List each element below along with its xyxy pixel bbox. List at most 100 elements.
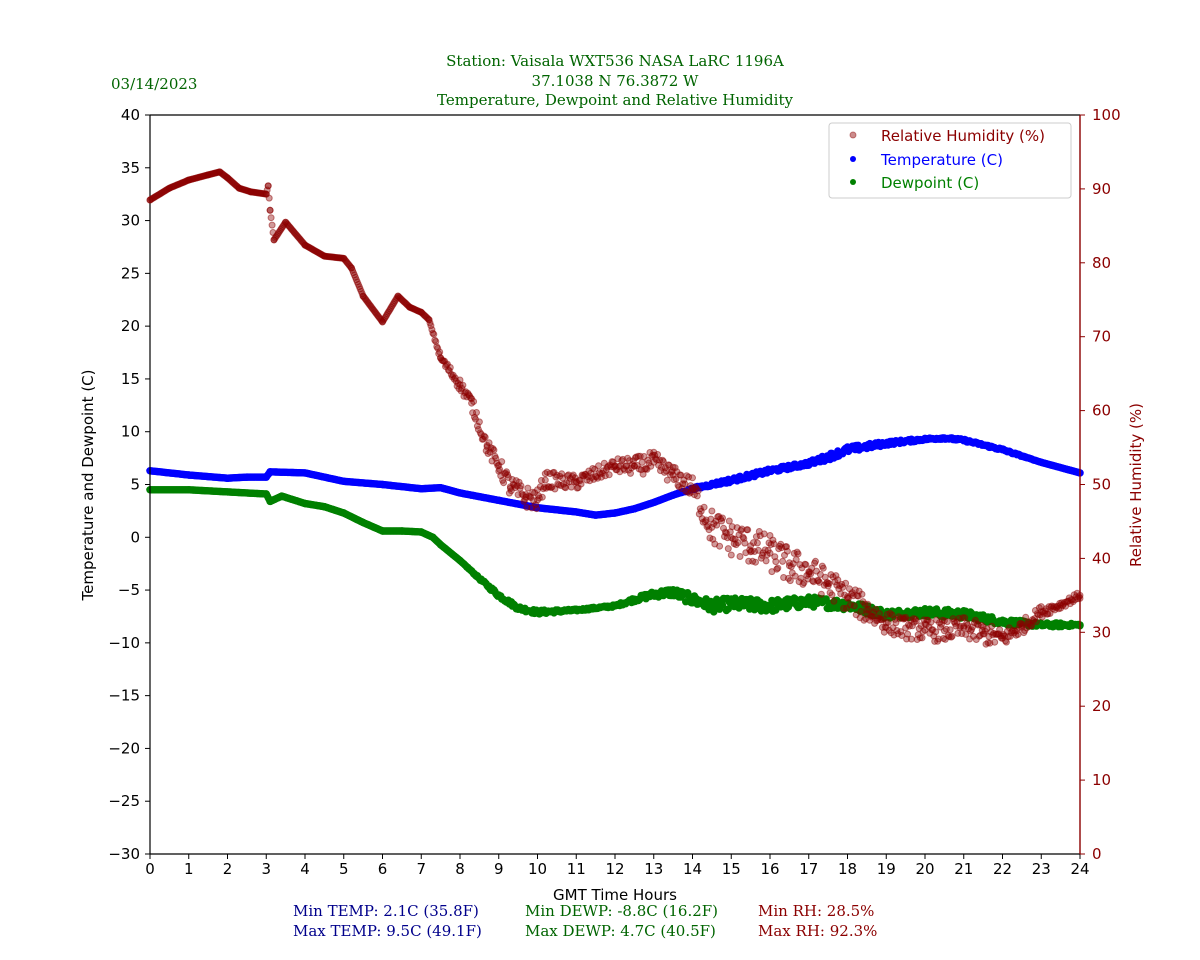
data-point: [517, 482, 525, 490]
data-point: [857, 607, 865, 615]
data-point: [146, 196, 154, 204]
data-point: [456, 376, 464, 384]
x-tick-label: 9: [494, 860, 504, 878]
data-point: [565, 471, 572, 479]
rh-series: [146, 168, 1084, 648]
x-tick-label: 12: [605, 860, 624, 878]
data-point: [490, 446, 498, 454]
data-point: [747, 542, 755, 550]
data-point: [665, 461, 673, 469]
data-point: [609, 458, 617, 466]
x-tick-label: 21: [954, 860, 973, 878]
temperature-series: [146, 434, 1084, 519]
data-point: [766, 467, 774, 475]
data-point: [772, 558, 780, 566]
data-point: [844, 593, 851, 601]
data-point: [669, 471, 677, 479]
data-point: [204, 171, 212, 179]
legend-box: [828, 122, 1072, 199]
data-point: [185, 471, 193, 479]
data-point: [943, 618, 951, 626]
x-tick-label: 3: [261, 860, 271, 878]
data-point: [762, 557, 770, 565]
x-tick-label: 19: [877, 860, 896, 878]
data-point: [475, 418, 483, 426]
data-point: [437, 354, 445, 362]
x-tick-label: 4: [300, 860, 310, 878]
data-point: [650, 498, 658, 507]
legend-label-rh: Relative Humidity (%): [881, 127, 1045, 145]
data-point: [876, 610, 883, 617]
data-point: [904, 630, 912, 638]
data-point: [514, 604, 522, 612]
data-point: [340, 509, 348, 517]
data-point: [999, 634, 1006, 642]
x-tick-label: 10: [528, 860, 547, 878]
data-point: [456, 489, 464, 497]
y-tick-label: −30: [108, 845, 140, 863]
data-point: [694, 487, 702, 495]
data-point: [744, 526, 752, 534]
data-point: [783, 547, 791, 555]
data-point: [654, 451, 662, 458]
data-point: [262, 190, 270, 198]
x-tick-label: 24: [1070, 860, 1089, 878]
data-point: [243, 473, 251, 481]
y2-tick-label: 90: [1092, 180, 1111, 198]
stat-max-rh: Max RH: 92.3%: [758, 922, 877, 940]
data-point: [940, 627, 948, 635]
x-ticks: 0 1 2 3 4 5 6 7 8 9 10 11 12 13 14 15 16 17 18 19 20 21 22 23 24: [145, 854, 1090, 878]
data-point: [802, 561, 810, 569]
data-point: [766, 602, 774, 610]
legend-label-temperature: Temperature (C): [880, 151, 1003, 169]
data-point: [830, 597, 838, 605]
y-tick-label: −20: [108, 739, 140, 757]
x-tick-label: 7: [416, 860, 426, 878]
data-point: [727, 476, 735, 484]
stat-max-dewp: Max DEWP: 4.7C (40.5F): [525, 922, 716, 940]
legend: Relative Humidity (%) Temperature (C) De…: [828, 122, 1072, 199]
x-tick-label: 8: [455, 860, 465, 878]
y-tick-label: −10: [108, 634, 140, 652]
data-point: [340, 477, 348, 485]
data-point: [262, 490, 270, 498]
data-point: [611, 462, 619, 470]
data-point: [918, 634, 926, 642]
data-point: [394, 292, 402, 300]
data-point: [736, 553, 744, 560]
data-point: [216, 168, 224, 176]
data-point: [185, 486, 193, 494]
data-point: [524, 484, 532, 492]
data-point: [398, 527, 406, 535]
data-point: [834, 576, 842, 584]
data-point: [716, 542, 724, 550]
data-point: [998, 446, 1007, 454]
x-tick-label: 5: [339, 860, 349, 878]
data-point: [1057, 601, 1065, 609]
data-point: [946, 626, 954, 634]
data-point: [605, 471, 613, 479]
data-point: [504, 474, 512, 481]
x-tick-label: 14: [683, 860, 702, 878]
stat-max-temp: Max TEMP: 9.5C (49.1F): [293, 922, 482, 940]
x-tick-label: 18: [838, 860, 857, 878]
x-tick-label: 16: [760, 860, 779, 878]
data-point: [663, 476, 671, 484]
y2-axis-label: Relative Humidity (%): [1127, 403, 1145, 567]
y-axis-label: Temperature and Dewpoint (C): [79, 369, 97, 601]
x-tick-label: 2: [223, 860, 233, 878]
y-ticks: 40 35 30 25 20 15 10 5 0 −10 −15 −20 −25 −30 −5: [108, 106, 150, 863]
data-point: [927, 618, 935, 626]
data-point: [378, 527, 387, 535]
data-point: [770, 540, 778, 548]
data-point: [320, 503, 329, 511]
data-point: [819, 564, 827, 572]
y2-tick-label: 80: [1092, 254, 1111, 272]
data-point: [436, 348, 444, 356]
data-point: [1076, 591, 1084, 599]
data-point: [753, 539, 761, 547]
data-point: [854, 592, 862, 600]
data-point: [812, 557, 819, 565]
data-point: [650, 590, 658, 598]
